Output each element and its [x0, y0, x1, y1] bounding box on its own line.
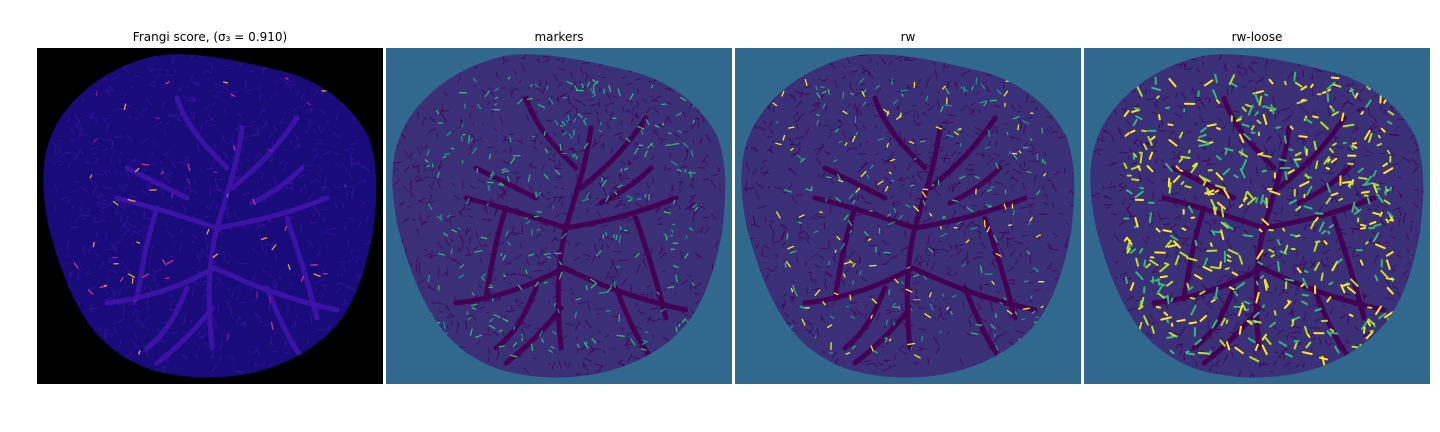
rw-title: rw	[735, 30, 1081, 44]
markers-image	[386, 48, 732, 384]
rw-loose-image	[1084, 48, 1430, 384]
frangi-score-title: Frangi score, (σ₃ = 0.910)	[37, 30, 383, 44]
rw-loose-title: rw-loose	[1084, 30, 1430, 44]
frangi-score-image	[37, 48, 383, 384]
markers-title: markers	[386, 30, 732, 44]
rw-image	[735, 48, 1081, 384]
